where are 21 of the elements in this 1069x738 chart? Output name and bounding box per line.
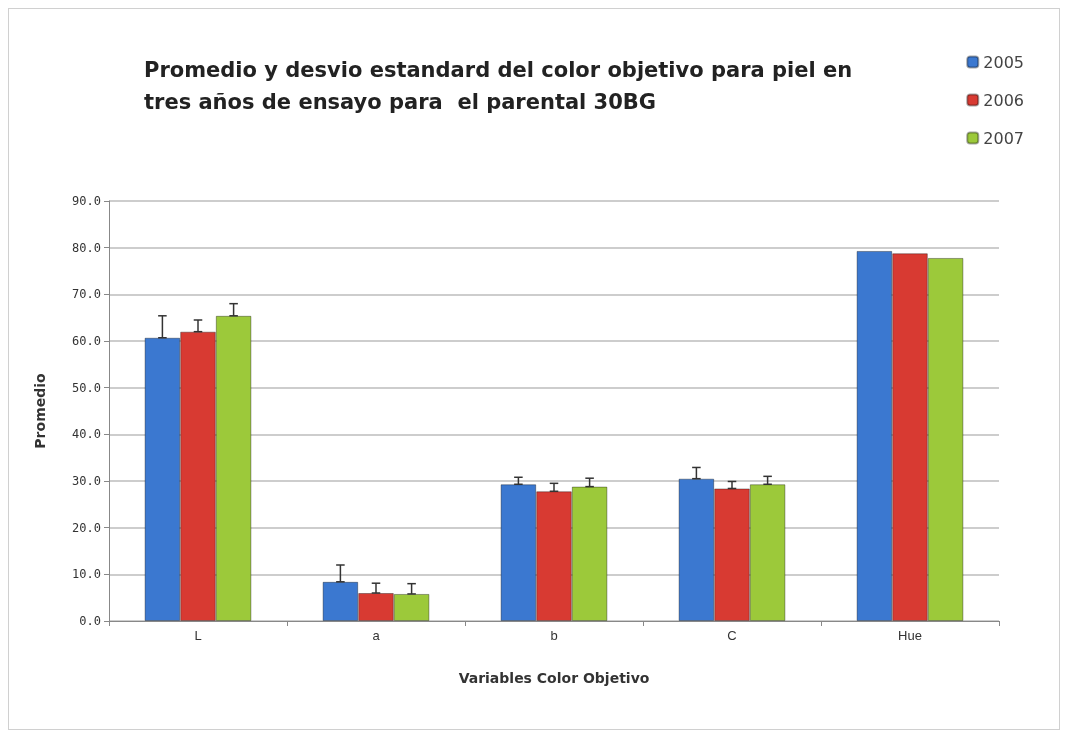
y-tick-label: 60.0	[72, 334, 101, 348]
x-tick-label: Hue	[898, 628, 922, 643]
legend-label: 2005	[983, 52, 1024, 72]
chart-title: Promedio y desvio estandard del color objetivo para piel en tres años de ensayo para el parental 30BG	[144, 58, 860, 114]
y-tick-label: 10.0	[72, 567, 101, 582]
y-tick-label: 80.0	[72, 240, 101, 255]
y-tick-label: 40.0	[72, 427, 101, 442]
y-tick-label: 50.0	[72, 380, 101, 395]
x-axis-title: Variables Color Objetivo	[458, 670, 650, 686]
x-tick-label: b	[550, 628, 558, 643]
x-tick-label: L	[194, 628, 202, 643]
y-axis-title: Promedio	[32, 372, 48, 449]
legend-label: 2007	[983, 128, 1024, 148]
y-tick-label: 70.0	[72, 287, 101, 302]
x-tick-label: a	[372, 628, 381, 643]
y-tick-label: 90.0	[72, 194, 101, 208]
x-tick-label: C	[727, 628, 737, 643]
legend-label: 2006	[983, 90, 1024, 110]
y-tick-label: 30.0	[72, 474, 101, 488]
y-tick-label: 0.0	[79, 614, 101, 628]
y-tick-label: 20.0	[72, 520, 101, 535]
